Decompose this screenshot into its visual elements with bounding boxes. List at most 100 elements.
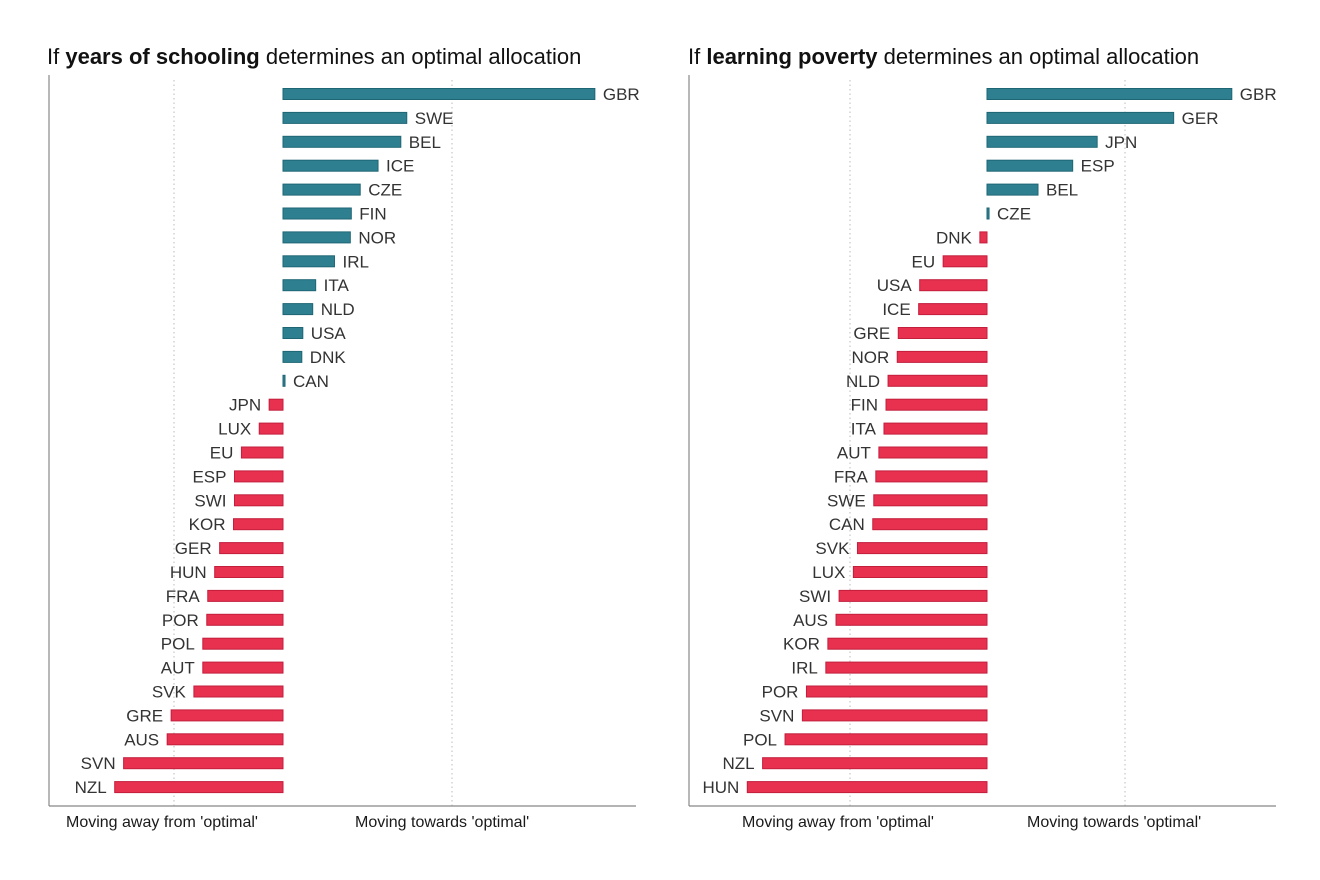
bar-label-svk: SVK — [815, 539, 850, 558]
bar-gre — [897, 327, 988, 339]
bar-aus — [166, 733, 284, 746]
bar-nld — [887, 374, 988, 387]
bar-nzl — [762, 757, 988, 770]
bar-bel — [986, 183, 1039, 196]
bar-label-swe: SWE — [827, 491, 866, 510]
bar-label-swi: SWI — [194, 491, 226, 510]
bar-swi — [233, 494, 284, 507]
title-suffix: determines an optimal allocation — [259, 44, 582, 69]
bar-fin — [282, 207, 352, 220]
bar-usa — [919, 279, 988, 292]
bar-label-dnk: DNK — [310, 348, 347, 367]
x-label-away: Moving away from 'optimal' — [742, 814, 934, 831]
bar-gre — [170, 709, 284, 722]
bar-aut — [878, 446, 988, 459]
bar-swe — [282, 111, 408, 124]
bar-kor — [827, 637, 988, 650]
bar-ice — [282, 159, 379, 172]
bar-kor — [233, 518, 284, 531]
bar-label-ita: ITA — [324, 276, 350, 295]
bar-nzl — [114, 781, 284, 794]
x-label-away: Moving away from 'optimal' — [66, 814, 258, 831]
bar-lux — [852, 566, 988, 578]
bar-label-nld: NLD — [321, 300, 355, 319]
bar-can — [282, 374, 286, 387]
bar-label-hun: HUN — [702, 778, 739, 797]
title-bold: learning poverty — [706, 44, 878, 69]
bar-label-bel: BEL — [1046, 181, 1078, 200]
bar-label-svn: SVN — [759, 706, 794, 725]
bar-dnk — [282, 350, 303, 363]
bar-gbr — [986, 88, 1233, 100]
bar-nor — [896, 350, 988, 363]
bar-ger — [219, 542, 284, 555]
bar-cze — [986, 207, 990, 220]
bar-label-lux: LUX — [218, 420, 251, 439]
bar-svn — [801, 709, 988, 722]
bar-label-aut: AUT — [161, 659, 195, 678]
bar-label-jpn: JPN — [229, 396, 261, 415]
bar-label-can: CAN — [293, 372, 329, 391]
bar-label-ita: ITA — [851, 420, 877, 439]
bar-fra — [875, 470, 988, 483]
bar-ice — [918, 303, 988, 316]
bar-hun — [746, 781, 988, 794]
bar-label-hun: HUN — [170, 563, 207, 582]
bar-label-can: CAN — [829, 515, 865, 534]
bar-esp — [233, 470, 284, 483]
bar-label-lux: LUX — [812, 563, 845, 582]
bar-label-nzl: NZL — [75, 778, 107, 797]
bar-label-nld: NLD — [846, 372, 880, 391]
chart-title: If learning poverty determines an optima… — [688, 44, 1199, 70]
bar-swe — [873, 494, 988, 507]
bar-label-ger: GER — [1182, 109, 1219, 128]
bar-label-nor: NOR — [851, 348, 889, 367]
bar-label-gbr: GBR — [603, 85, 640, 104]
bar-aut — [202, 661, 284, 674]
bar-label-ger: GER — [175, 539, 212, 558]
bar-label-esp: ESP — [1081, 157, 1115, 176]
bar-swi — [838, 589, 988, 602]
bar-label-irl: IRL — [791, 659, 817, 678]
bar-aus — [835, 613, 988, 626]
x-label-towards: Moving towards 'optimal' — [355, 814, 530, 831]
bar-label-jpn: JPN — [1105, 133, 1137, 152]
bar-label-svk: SVK — [152, 683, 187, 702]
bar-fin — [885, 398, 988, 411]
x-label-towards: Moving towards 'optimal' — [1027, 814, 1202, 831]
title-prefix: If — [688, 44, 707, 69]
bar-cze — [282, 183, 361, 196]
bar-pol — [784, 733, 988, 746]
bar-irl — [825, 661, 988, 674]
bar-label-cze: CZE — [997, 205, 1031, 224]
bar-label-pol: POL — [743, 730, 777, 749]
bar-label-gbr: GBR — [1240, 85, 1277, 104]
bar-label-swe: SWE — [415, 109, 454, 128]
bar-label-aus: AUS — [793, 611, 828, 630]
bar-jpn — [986, 135, 1098, 148]
bar-svn — [123, 757, 284, 770]
bar-jpn — [268, 398, 284, 411]
bar-nld — [282, 303, 314, 316]
bar-label-fra: FRA — [166, 587, 201, 606]
bar-bel — [282, 135, 402, 148]
bar-label-kor: KOR — [783, 635, 820, 654]
bar-por — [805, 685, 988, 698]
bar-label-cze: CZE — [368, 181, 402, 200]
bar-label-irl: IRL — [342, 252, 368, 271]
bar-eu — [240, 446, 284, 459]
bar-label-por: POR — [162, 611, 199, 630]
bar-label-pol: POL — [161, 635, 195, 654]
chart-title: If years of schooling determines an opti… — [47, 44, 581, 70]
bar-por — [206, 613, 284, 626]
bar-label-gre: GRE — [853, 324, 890, 343]
bar-label-eu: EU — [912, 252, 936, 271]
bar-dnk — [979, 231, 988, 244]
bar-label-gre: GRE — [126, 706, 163, 725]
bar-label-dnk: DNK — [936, 228, 973, 247]
bar-label-ice: ICE — [386, 157, 414, 176]
bar-label-fin: FIN — [851, 396, 878, 415]
bar-label-usa: USA — [311, 324, 347, 343]
bar-label-nzl: NZL — [722, 754, 754, 773]
